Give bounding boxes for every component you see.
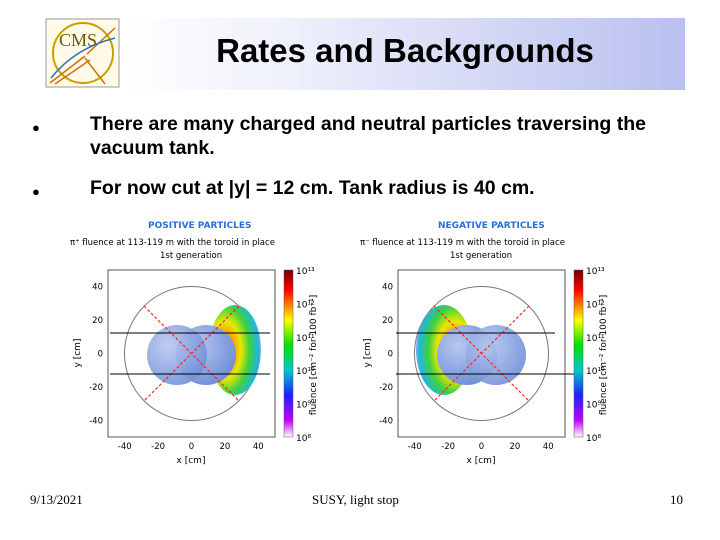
logo-text: CMS: [59, 30, 97, 50]
diagonal-line: [433, 305, 530, 402]
chart-negative-particles: NEGATIVE PARTICLES π⁻ fluence at 113-119…: [360, 221, 609, 466]
x-tick-label: 40: [253, 442, 264, 452]
colorbar-tick-label: 10¹³: [296, 267, 315, 277]
plot-area: -40 -20 0 20 40 40 20 0 -20 -40: [379, 269, 580, 452]
bullet-1-text: There are many charged and neutral parti…: [90, 113, 646, 159]
colorbar: [283, 269, 294, 438]
bullet-dot-icon: ●: [32, 184, 40, 199]
colorbar-label: fluence [cm⁻² for 100 fb⁻¹]: [599, 295, 609, 415]
x-tick-label: 20: [219, 442, 230, 452]
x-tick-label: 0: [479, 442, 484, 452]
y-tick-label: -20: [379, 383, 393, 393]
colorbar-tick-label: 10¹¹: [296, 334, 315, 344]
y-tick-label: 40: [92, 283, 103, 293]
x-tick-label: -40: [118, 442, 132, 452]
colorbar-tick-label: 10⁹: [296, 401, 311, 411]
beam-sphere-left: [147, 325, 207, 385]
chart-heading: POSITIVE PARTICLES: [148, 221, 252, 231]
cms-logo: CMS: [45, 18, 120, 88]
chart-title-line2: 1st generation: [160, 251, 222, 261]
y-tick-label: 20: [382, 316, 393, 326]
x-tick-label: 40: [543, 442, 554, 452]
x-tick-label: -20: [151, 442, 165, 452]
bullet-2-text: For now cut at |y| = 12 cm. Tank radius …: [90, 177, 535, 199]
chart-title-line2: 1st generation: [450, 251, 512, 261]
x-tick-label: 20: [509, 442, 520, 452]
beam-sphere-right: [466, 325, 526, 385]
header-band: [125, 18, 685, 90]
colorbar-tick-label: 10¹³: [586, 267, 605, 277]
x-tick-label: -40: [408, 442, 422, 452]
colorbar-tick-label: 10¹⁰: [296, 367, 315, 377]
colorbar: [573, 269, 584, 438]
x-axis-label: x [cm]: [177, 456, 206, 466]
tank-circle: [414, 286, 549, 421]
chart-heading: NEGATIVE PARTICLES: [438, 221, 545, 231]
footer-center: SUSY, light stop: [312, 492, 399, 507]
chart-title-line1: π⁺ fluence at 113-119 m with the toroid …: [70, 238, 275, 248]
slide-title: Rates and Backgrounds: [216, 32, 594, 69]
plot-area: -40 -20 0 20 40 40 20 0 -20 -40: [89, 269, 276, 452]
chart-positive-particles: POSITIVE PARTICLES π⁺ fluence at 113-119…: [70, 221, 319, 466]
footer-page-number: 10: [670, 492, 683, 507]
colorbar-ticks: 10¹³ 10¹² 10¹¹ 10¹⁰ 10⁹ 10⁸: [586, 267, 605, 444]
x-tick-label: -20: [441, 442, 455, 452]
bullet-dot-icon: ●: [32, 120, 40, 135]
y-tick-label: 40: [382, 283, 393, 293]
diagonal-line: [143, 305, 240, 402]
colorbar-label: fluence [cm⁻² for 100 fb⁻¹]: [309, 295, 319, 415]
tick-group: -40 -20 0 20 40 40 20 0 -20 -40: [89, 283, 264, 452]
colorbar-tick-label: 10⁸: [586, 434, 601, 444]
colorbar-tick-label: 10⁸: [296, 434, 311, 444]
y-axis-label: y [cm]: [73, 339, 83, 368]
y-tick-label: -40: [89, 416, 103, 426]
colorbar-tick-label: 10¹⁰: [586, 367, 605, 377]
y-tick-label: 0: [98, 350, 103, 360]
chart-title-line1: π⁻ fluence at 113-119 m with the toroid …: [360, 238, 565, 248]
colorbar-ticks: 10¹³ 10¹² 10¹¹ 10¹⁰ 10⁹ 10⁸: [296, 267, 315, 444]
slide-header: CMS Rates and Backgrounds: [0, 0, 720, 90]
y-tick-label: -40: [379, 416, 393, 426]
footer-date: 9/13/2021: [30, 492, 83, 507]
colorbar-tick-label: 10¹²: [586, 300, 605, 310]
y-tick-label: 20: [92, 316, 103, 326]
y-tick-label: 0: [388, 350, 393, 360]
colorbar-tick-label: 10¹²: [296, 300, 315, 310]
tick-group: -40 -20 0 20 40 40 20 0 -20 -40: [379, 283, 554, 452]
y-axis-label: y [cm]: [363, 339, 373, 368]
colorbar-tick-label: 10¹¹: [586, 334, 605, 344]
x-axis-label: x [cm]: [467, 456, 496, 466]
x-tick-label: 0: [189, 442, 194, 452]
colorbar-tick-label: 10⁹: [586, 401, 601, 411]
y-tick-label: -20: [89, 383, 103, 393]
